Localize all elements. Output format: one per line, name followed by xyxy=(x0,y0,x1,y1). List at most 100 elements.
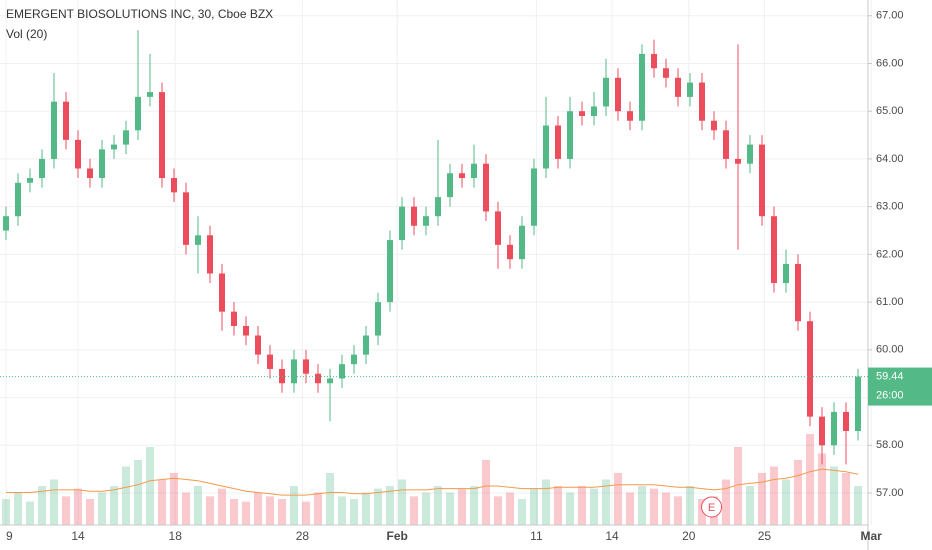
x-tick-label: 11 xyxy=(530,529,543,543)
volume-bar xyxy=(374,488,382,525)
y-tick-label: 66.00 xyxy=(876,57,904,69)
volume-bar xyxy=(86,499,94,525)
candle-body xyxy=(483,163,489,212)
countdown-label: 26:00 xyxy=(876,389,904,401)
volume-bar xyxy=(506,492,514,525)
candle-body xyxy=(747,144,753,164)
candle-body xyxy=(351,354,357,365)
volume-bar xyxy=(206,496,214,525)
candle-body xyxy=(135,96,141,131)
y-tick-label: 57.00 xyxy=(876,487,904,499)
candle-body xyxy=(519,225,525,260)
volume-bar xyxy=(242,501,250,525)
last-price-box xyxy=(868,367,932,406)
volume-bar xyxy=(566,492,574,525)
candle-body xyxy=(219,273,225,312)
candle-body xyxy=(123,130,129,145)
volume-bar xyxy=(734,447,742,525)
candle-body xyxy=(315,373,321,384)
volume-bar xyxy=(146,447,154,525)
volume-bar xyxy=(758,473,766,525)
candle-body xyxy=(267,354,273,369)
volume-bar xyxy=(50,479,58,525)
volume-bar xyxy=(602,479,610,525)
volume-bar xyxy=(542,479,550,525)
candle-body xyxy=(171,178,177,193)
candle-body xyxy=(651,53,657,69)
volume-bar xyxy=(326,473,334,525)
volume-bar xyxy=(518,499,526,525)
volume-bar xyxy=(842,473,850,525)
volume-bar xyxy=(458,488,466,525)
candle-body xyxy=(495,211,501,245)
volume-bar xyxy=(422,492,430,525)
candle-body xyxy=(627,111,633,121)
y-tick-label: 60.00 xyxy=(876,344,904,356)
volume-bar xyxy=(554,486,562,525)
candle-body xyxy=(459,173,465,179)
volume-bar xyxy=(794,460,802,525)
candle-body xyxy=(291,359,297,384)
candle-body xyxy=(99,149,105,179)
candle-body xyxy=(615,77,621,112)
volume-bar xyxy=(110,486,118,525)
volume-bar xyxy=(446,492,454,525)
candle-body xyxy=(591,106,597,116)
volume-bar xyxy=(770,466,778,525)
candle-body xyxy=(675,77,681,97)
candle-body xyxy=(243,325,249,336)
candle-body xyxy=(27,178,33,183)
candle-body xyxy=(531,168,537,226)
candle-body xyxy=(423,216,429,226)
candle-body xyxy=(15,182,21,217)
candle-body xyxy=(507,244,513,260)
volume-bar xyxy=(410,496,418,525)
volume-bar xyxy=(62,496,70,525)
volume-bar xyxy=(698,499,706,525)
candle-body xyxy=(363,335,369,355)
candle-body xyxy=(375,302,381,336)
candle-body xyxy=(771,216,777,284)
volume-bar xyxy=(218,488,226,525)
earnings-label: E xyxy=(708,502,715,514)
volume-bar xyxy=(38,486,46,525)
volume-bar xyxy=(2,499,10,525)
volume-bar xyxy=(626,492,634,525)
y-tick-label: 61.00 xyxy=(876,296,904,308)
x-tick-label: 25 xyxy=(758,529,772,543)
volume-bar xyxy=(578,486,586,525)
candle-body xyxy=(39,158,45,179)
candle-body xyxy=(87,168,93,179)
volume-bar xyxy=(386,486,394,525)
candle-body xyxy=(159,92,165,179)
candle-body xyxy=(195,235,201,245)
candle-body xyxy=(399,206,405,241)
candle-body xyxy=(447,173,453,198)
x-tick-label: 14 xyxy=(605,529,619,543)
x-tick-label: Mar xyxy=(861,529,883,543)
y-tick-label: 58.00 xyxy=(876,439,904,451)
volume-bar xyxy=(302,501,310,525)
candle-body xyxy=(699,82,705,121)
y-tick-label: 64.00 xyxy=(876,153,904,165)
volume-bar xyxy=(158,479,166,525)
volume-bar xyxy=(830,466,838,525)
volume-bar xyxy=(662,492,670,525)
candle-body xyxy=(183,192,189,245)
chart-title: EMERGENT BIOSOLUTIONS INC, 30, Cboe BZX xyxy=(6,7,273,21)
volume-bar xyxy=(314,492,322,525)
volume-bar xyxy=(722,479,730,525)
candle-body xyxy=(819,416,825,446)
volume-bar xyxy=(98,492,106,525)
candle-body xyxy=(639,53,645,121)
volume-bar xyxy=(746,486,754,525)
candle-body xyxy=(783,263,789,284)
candle-body xyxy=(339,364,345,379)
candle-body xyxy=(327,378,333,384)
volume-bar xyxy=(122,466,130,525)
volume-bar xyxy=(14,492,22,525)
volume-label: Vol (20) xyxy=(6,27,47,41)
candle-body xyxy=(411,206,417,226)
candle-body xyxy=(543,125,549,169)
volume-bar xyxy=(806,434,814,525)
